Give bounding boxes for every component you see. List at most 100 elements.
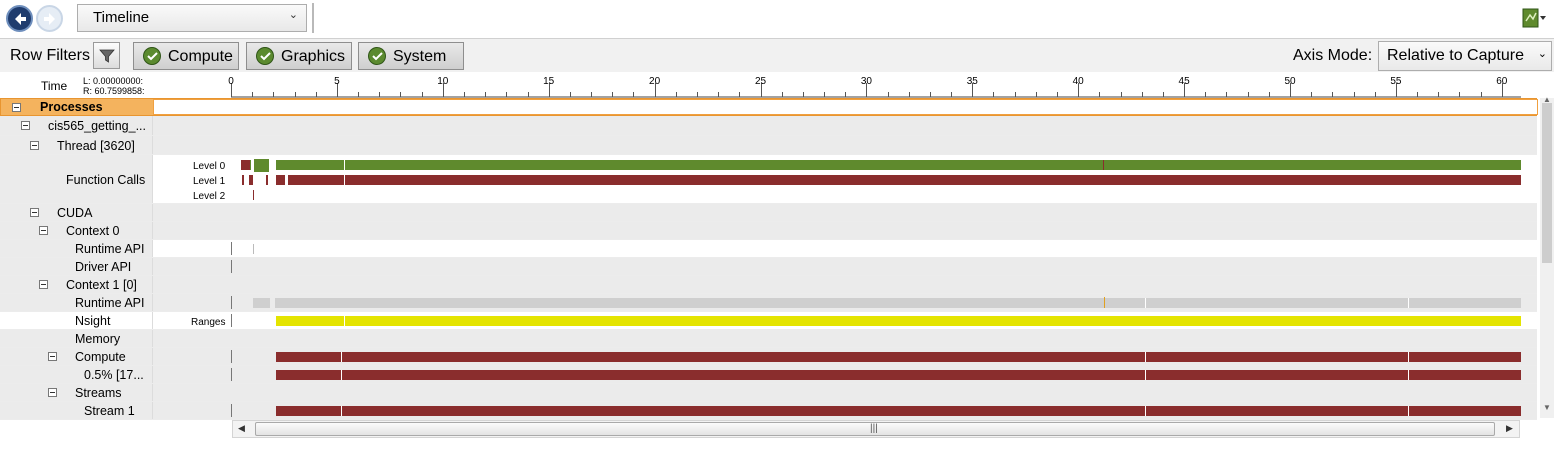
row-runtime-api-1[interactable]: Runtime API (0, 294, 1537, 312)
collapse-icon[interactable] (48, 352, 57, 361)
row-runtime-api-0[interactable]: Runtime API (0, 240, 1537, 258)
toolbar-separator (312, 3, 314, 33)
scroll-up-icon[interactable]: ▲ (1543, 95, 1551, 104)
row-cuda[interactable]: CUDA (0, 204, 1537, 222)
row-filters-label: Row Filters (10, 47, 91, 64)
row-thread[interactable]: Thread [3620] (0, 136, 1537, 155)
row-process[interactable]: cis565_getting_... (0, 116, 1537, 136)
collapse-icon[interactable] (21, 121, 30, 130)
row-label: Processes (40, 100, 103, 114)
timeline-marker (253, 244, 254, 254)
timeline-marker (231, 260, 232, 273)
forward-button[interactable] (36, 5, 63, 32)
scroll-right-icon[interactable]: ▶ (1506, 423, 1513, 433)
timeline-marker (344, 160, 345, 185)
scroll-down-icon[interactable]: ▼ (1543, 403, 1551, 412)
axis-mode-select[interactable]: Relative to Capture ⌄ (1378, 41, 1552, 71)
range-right: R: 60.7599858: (83, 86, 145, 96)
chevron-down-icon: ⌄ (288, 9, 298, 21)
row-label: Context 0 (66, 224, 120, 238)
row-label: Runtime API (75, 242, 145, 256)
timeline-marker (253, 190, 254, 200)
timeline-marker (1103, 160, 1104, 170)
timeline-bar[interactable] (241, 160, 250, 170)
timeline-bar[interactable] (249, 175, 253, 185)
row-label: Stream 1 (84, 404, 135, 418)
ruler-tick-label: 45 (1179, 76, 1191, 87)
sublane-label: Ranges (191, 317, 226, 328)
row-function-calls[interactable]: Function Calls Level 0 Level 1 Level 2 (0, 155, 1537, 204)
row-compute[interactable]: Compute (0, 348, 1537, 366)
system-toggle-label: System (393, 48, 447, 65)
export-report-icon[interactable] (1521, 7, 1547, 29)
row-label: Nsight (75, 314, 111, 328)
timeline-marker (341, 370, 342, 380)
ruler-tick-label: 55 (1390, 76, 1402, 87)
row-processes[interactable]: Processes (0, 98, 1538, 116)
grip-icon: ||| (870, 423, 878, 434)
timeline-bar[interactable] (276, 370, 1521, 380)
view-select[interactable]: Timeline ⌄ (77, 4, 307, 32)
timeline-bar[interactable] (276, 316, 1521, 326)
timeline-bar[interactable] (276, 352, 1521, 362)
horizontal-scrollbar[interactable]: ◀ ||| ▶ (232, 420, 1520, 438)
timeline-marker (1408, 406, 1409, 416)
row-memory[interactable]: Memory (0, 330, 1537, 348)
collapse-icon[interactable] (30, 208, 39, 217)
scrollbar-thumb[interactable]: ||| (255, 422, 1495, 436)
row-lanes (152, 240, 1537, 257)
collapse-icon[interactable] (12, 103, 21, 112)
row-context-1[interactable]: Context 1 [0] (0, 276, 1537, 294)
row-nsight[interactable]: Nsight Ranges (0, 312, 1537, 330)
row-filter-button[interactable] (93, 42, 120, 69)
axis-mode-value: Relative to Capture (1387, 47, 1524, 64)
check-icon (143, 47, 161, 65)
row-lanes (152, 116, 1537, 135)
timeline-marker (1408, 370, 1409, 380)
row-context-0[interactable]: Context 0 (0, 222, 1537, 240)
row-streams[interactable]: Streams (0, 384, 1537, 402)
timeline-bar[interactable] (276, 406, 1521, 416)
timeline-marker (1408, 352, 1409, 362)
system-toggle[interactable]: System (358, 42, 464, 70)
row-label: Context 1 [0] (66, 278, 137, 292)
row-lanes (152, 384, 1537, 401)
chevron-down-icon: ⌄ (1537, 48, 1547, 60)
vertical-scrollbar[interactable]: ▲ ▼ (1540, 95, 1554, 418)
ruler-tick-label: 40 (1073, 76, 1085, 87)
timeline-bar[interactable] (253, 298, 270, 308)
row-stream-1[interactable]: Stream 1 (0, 402, 1537, 420)
row-label: Compute (75, 350, 126, 364)
timeline-bar[interactable] (275, 298, 1521, 308)
compute-toggle[interactable]: Compute (133, 42, 239, 70)
timeline-bar[interactable] (276, 175, 285, 185)
row-label: Driver API (75, 260, 132, 274)
timeline-bar[interactable] (266, 175, 268, 185)
time-ruler[interactable]: Time L: 0.00000000: R: 60.7599858: 0 5 10 1… (0, 73, 1540, 98)
collapse-icon[interactable] (48, 388, 57, 397)
timeline-marker (1145, 406, 1146, 416)
timeline-marker (1104, 297, 1105, 308)
timeline-marker (1408, 298, 1409, 308)
row-label: Streams (75, 386, 122, 400)
collapse-icon[interactable] (30, 141, 39, 150)
collapse-icon[interactable] (39, 226, 48, 235)
timeline-bar[interactable] (242, 175, 244, 185)
funnel-icon (99, 49, 115, 63)
graphics-toggle[interactable]: Graphics (246, 42, 352, 70)
scroll-left-icon[interactable]: ◀ (238, 423, 245, 433)
filter-bar: Row Filters Compute Graphics System Axis… (0, 38, 1554, 72)
row-lanes (152, 330, 1537, 347)
scrollbar-thumb[interactable] (1542, 103, 1552, 263)
timeline-bar[interactable] (276, 160, 1521, 170)
compute-toggle-label: Compute (168, 48, 233, 65)
timeline-bar[interactable] (254, 159, 269, 172)
row-compute-pct[interactable]: 0.5% [17... (0, 366, 1537, 384)
timeline-bar[interactable] (288, 175, 1521, 185)
collapse-icon[interactable] (39, 280, 48, 289)
view-select-value: Timeline (93, 9, 150, 26)
row-driver-api-0[interactable]: Driver API (0, 258, 1537, 276)
back-button[interactable] (6, 5, 33, 32)
timeline-marker (344, 316, 345, 326)
ruler-tick-label: 10 (437, 76, 449, 87)
